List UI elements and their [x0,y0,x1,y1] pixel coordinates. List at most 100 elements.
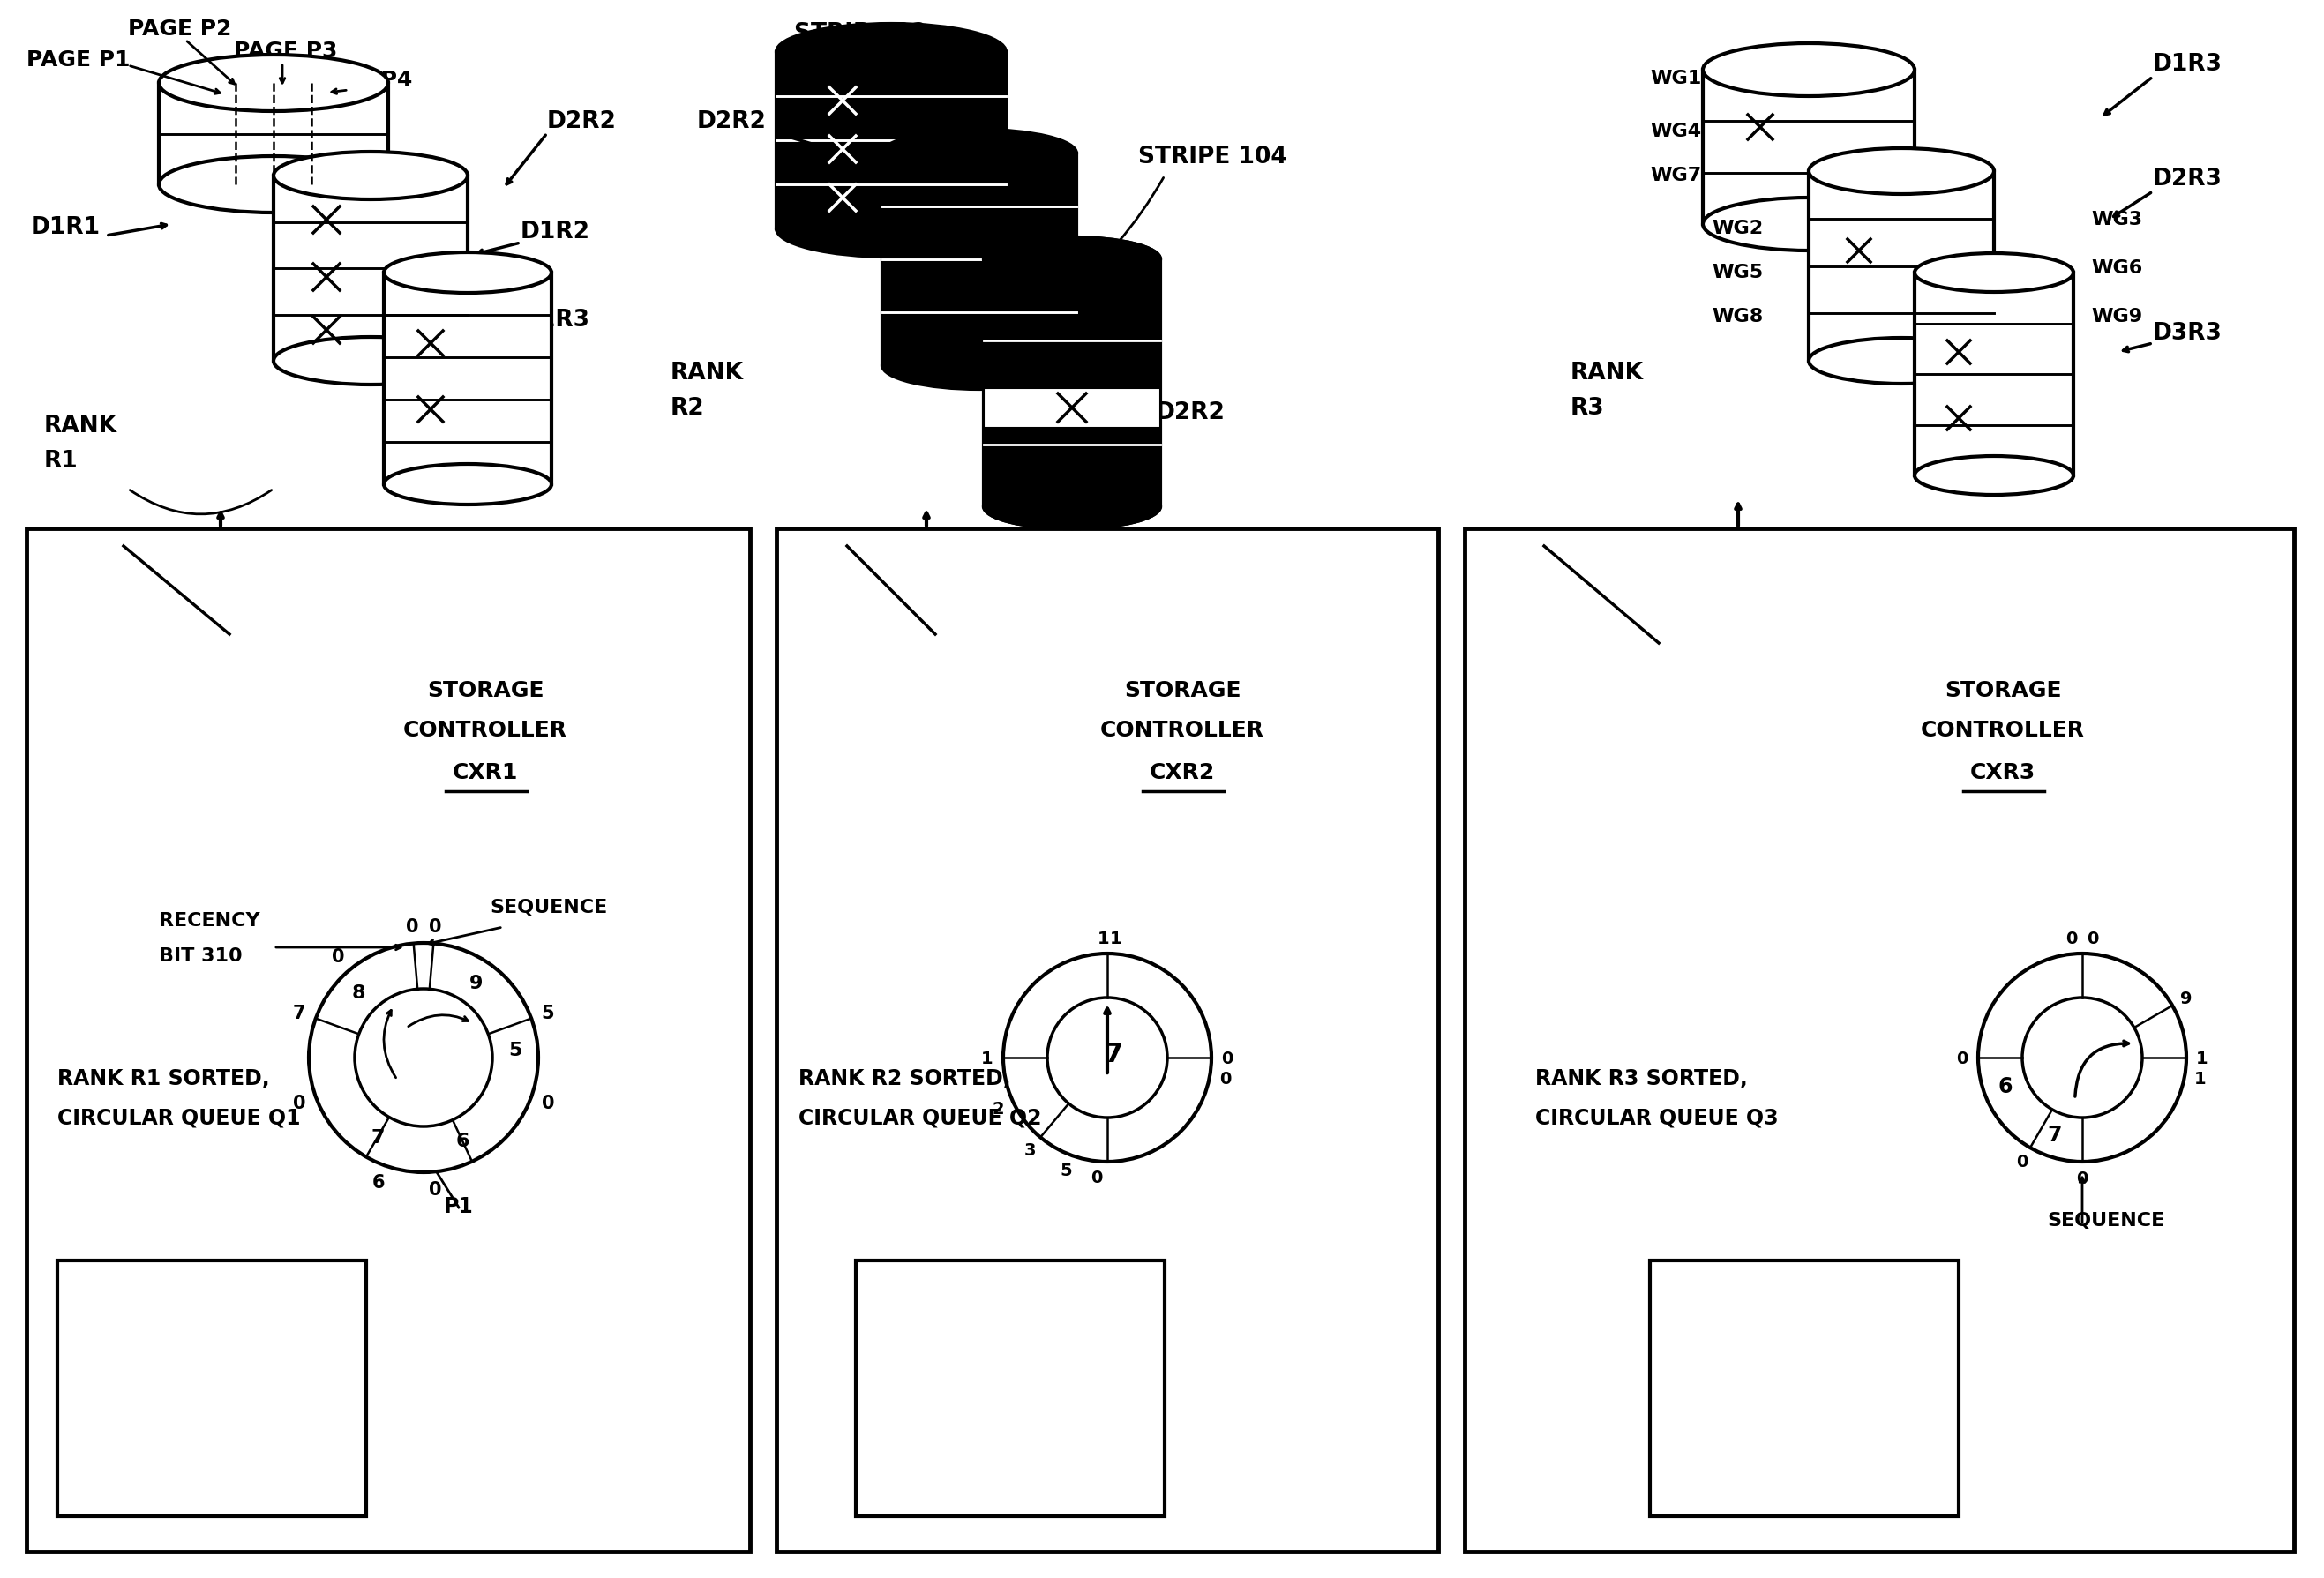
Text: 2: 2 [992,1100,1004,1117]
Text: D1R2: D1R2 [521,221,590,243]
Text: SEQUENCE: SEQUENCE [2047,1212,2164,1229]
Ellipse shape [1915,254,2073,292]
Ellipse shape [1808,339,1994,385]
Text: WG4: WG4 [1650,123,1701,140]
Bar [1464,529,2294,1551]
Text: R2: R2 [672,396,704,420]
Text: WXR3: WXR3 [1769,1417,1841,1438]
Bar [58,1261,367,1516]
Text: 7: 7 [1104,1040,1125,1067]
Text: CXR2: CXR2 [1150,762,1215,783]
Text: WG1: WG1 [1650,69,1701,87]
Bar [1808,172,1994,361]
Text: D1R3: D1R3 [521,309,590,331]
Text: 0: 0 [293,1094,304,1112]
Text: 3: 3 [1025,1141,1037,1158]
Ellipse shape [776,25,1006,80]
Ellipse shape [1703,44,1915,96]
Text: 1: 1 [2196,1049,2208,1067]
Text: D3R3: D3R3 [2152,322,2222,344]
Bar [383,273,551,484]
Text: PAGE P2: PAGE P2 [128,19,232,39]
Text: PAGE P3: PAGE P3 [235,41,337,62]
Text: WXR2: WXR2 [974,1417,1048,1438]
Ellipse shape [983,238,1160,282]
Text: WG2: WG2 [1713,219,1764,237]
Bar [883,155,1076,366]
Text: STORAGE: STORAGE [1125,680,1241,701]
Ellipse shape [1915,456,2073,495]
Bar [158,84,388,185]
Text: CONTROLLER: CONTROLLER [1920,720,2085,740]
Ellipse shape [983,238,1160,282]
Text: 7: 7 [372,1128,383,1146]
Text: 5: 5 [1060,1161,1071,1179]
Text: 0: 0 [1220,1070,1232,1087]
Text: STRIP 102: STRIP 102 [795,22,927,44]
Bar [776,529,1439,1551]
Text: PAGE P1: PAGE P1 [26,49,130,71]
Text: WXR1: WXR1 [174,1417,249,1438]
Ellipse shape [158,156,388,213]
Text: 6: 6 [1999,1075,2013,1097]
Text: RANK R1 SORTED,: RANK R1 SORTED, [58,1068,270,1089]
Text: STORAGE: STORAGE [1945,680,2061,701]
Text: WRITE: WRITE [172,1332,251,1354]
Ellipse shape [274,153,467,200]
Text: 0: 0 [1090,1169,1104,1185]
Text: 9: 9 [2180,989,2192,1007]
Bar [274,177,467,361]
Text: R3: R3 [1571,396,1604,420]
Text: R1: R1 [44,450,79,472]
Text: P1: P1 [444,1196,474,1217]
Text: 0: 0 [541,1094,553,1112]
Text: D2R2: D2R2 [1155,401,1225,424]
Ellipse shape [383,464,551,505]
Text: SEQUENCE: SEQUENCE [490,898,607,915]
Ellipse shape [383,252,551,294]
Text: CXR1: CXR1 [453,762,518,783]
Text: WG6: WG6 [2092,259,2143,276]
Text: 1: 1 [2194,1070,2205,1087]
Ellipse shape [883,342,1076,390]
Ellipse shape [776,200,1006,257]
Bar [983,388,1160,428]
Text: CACHE: CACHE [969,1374,1053,1395]
Text: 9: 9 [469,974,483,991]
Text: 0: 0 [428,917,442,934]
Text: 1: 1 [1109,929,1122,947]
Text: 1: 1 [981,1049,992,1067]
Text: BIT 310: BIT 310 [158,947,242,964]
Text: WG7: WG7 [1650,167,1701,185]
Text: D1R3: D1R3 [2152,54,2222,76]
Ellipse shape [983,484,1160,529]
Text: D1R1: D1R1 [30,216,100,238]
Text: CIRCULAR QUEUE Q3: CIRCULAR QUEUE Q3 [1536,1108,1778,1128]
Text: WG5: WG5 [1713,264,1764,281]
Text: 8: 8 [351,985,365,1002]
Text: STRIPE 104: STRIPE 104 [1139,145,1287,169]
Ellipse shape [983,484,1160,529]
Text: WG9: WG9 [2092,308,2143,325]
Bar [1650,1261,1959,1516]
Text: WG8: WG8 [1713,308,1764,325]
Text: 6: 6 [456,1131,469,1150]
Bar [776,54,1006,229]
Text: 0: 0 [2087,929,2099,947]
Text: CIRCULAR QUEUE Q2: CIRCULAR QUEUE Q2 [799,1108,1041,1128]
Text: D2R3: D2R3 [2152,167,2222,191]
Bar [983,260,1160,507]
Text: 0: 0 [428,1180,442,1198]
Text: CIRCULAR QUEUE Q1: CIRCULAR QUEUE Q1 [58,1108,300,1128]
Text: D2R2: D2R2 [697,110,767,133]
Text: WRITE: WRITE [1764,1332,1843,1354]
Text: 1: 1 [1097,929,1109,947]
Text: RANK: RANK [672,361,744,385]
Text: CONTROLLER: CONTROLLER [404,720,567,740]
Text: PAGE P4: PAGE P4 [309,69,411,92]
Bar [1703,71,1915,224]
Text: 0: 0 [2066,929,2078,947]
Text: RANK R3 SORTED,: RANK R3 SORTED, [1536,1068,1748,1089]
Text: 7: 7 [2047,1125,2061,1146]
Text: CXR3: CXR3 [1971,762,2036,783]
